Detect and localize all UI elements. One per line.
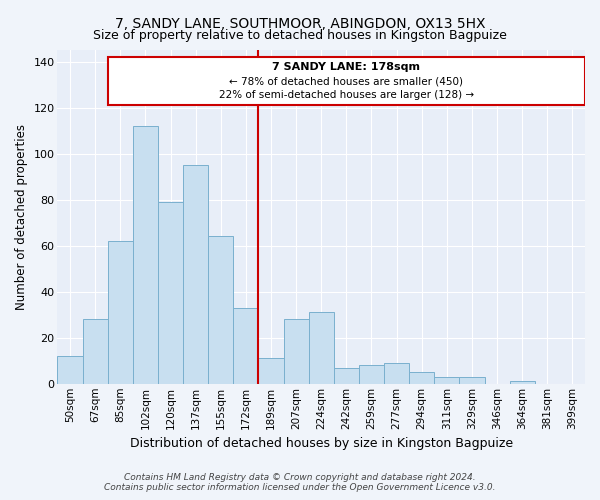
- Bar: [308, 312, 334, 384]
- Bar: [334, 368, 359, 384]
- Bar: [509, 382, 535, 384]
- Bar: [133, 126, 158, 384]
- Bar: [359, 366, 384, 384]
- Bar: [58, 356, 83, 384]
- Bar: [284, 320, 308, 384]
- Bar: [83, 320, 108, 384]
- Bar: [158, 202, 183, 384]
- X-axis label: Distribution of detached houses by size in Kingston Bagpuize: Distribution of detached houses by size …: [130, 437, 513, 450]
- Text: Contains HM Land Registry data © Crown copyright and database right 2024.
Contai: Contains HM Land Registry data © Crown c…: [104, 473, 496, 492]
- Bar: [108, 241, 133, 384]
- Text: 7 SANDY LANE: 178sqm: 7 SANDY LANE: 178sqm: [272, 62, 421, 72]
- Bar: [384, 363, 409, 384]
- FancyBboxPatch shape: [108, 57, 585, 105]
- Y-axis label: Number of detached properties: Number of detached properties: [15, 124, 28, 310]
- Bar: [259, 358, 284, 384]
- Bar: [460, 377, 485, 384]
- Bar: [434, 377, 460, 384]
- Text: 7, SANDY LANE, SOUTHMOOR, ABINGDON, OX13 5HX: 7, SANDY LANE, SOUTHMOOR, ABINGDON, OX13…: [115, 18, 485, 32]
- Text: Size of property relative to detached houses in Kingston Bagpuize: Size of property relative to detached ho…: [93, 29, 507, 42]
- Bar: [208, 236, 233, 384]
- Bar: [183, 165, 208, 384]
- Text: 22% of semi-detached houses are larger (128) →: 22% of semi-detached houses are larger (…: [219, 90, 474, 101]
- Bar: [233, 308, 259, 384]
- Text: ← 78% of detached houses are smaller (450): ← 78% of detached houses are smaller (45…: [229, 76, 463, 86]
- Bar: [409, 372, 434, 384]
